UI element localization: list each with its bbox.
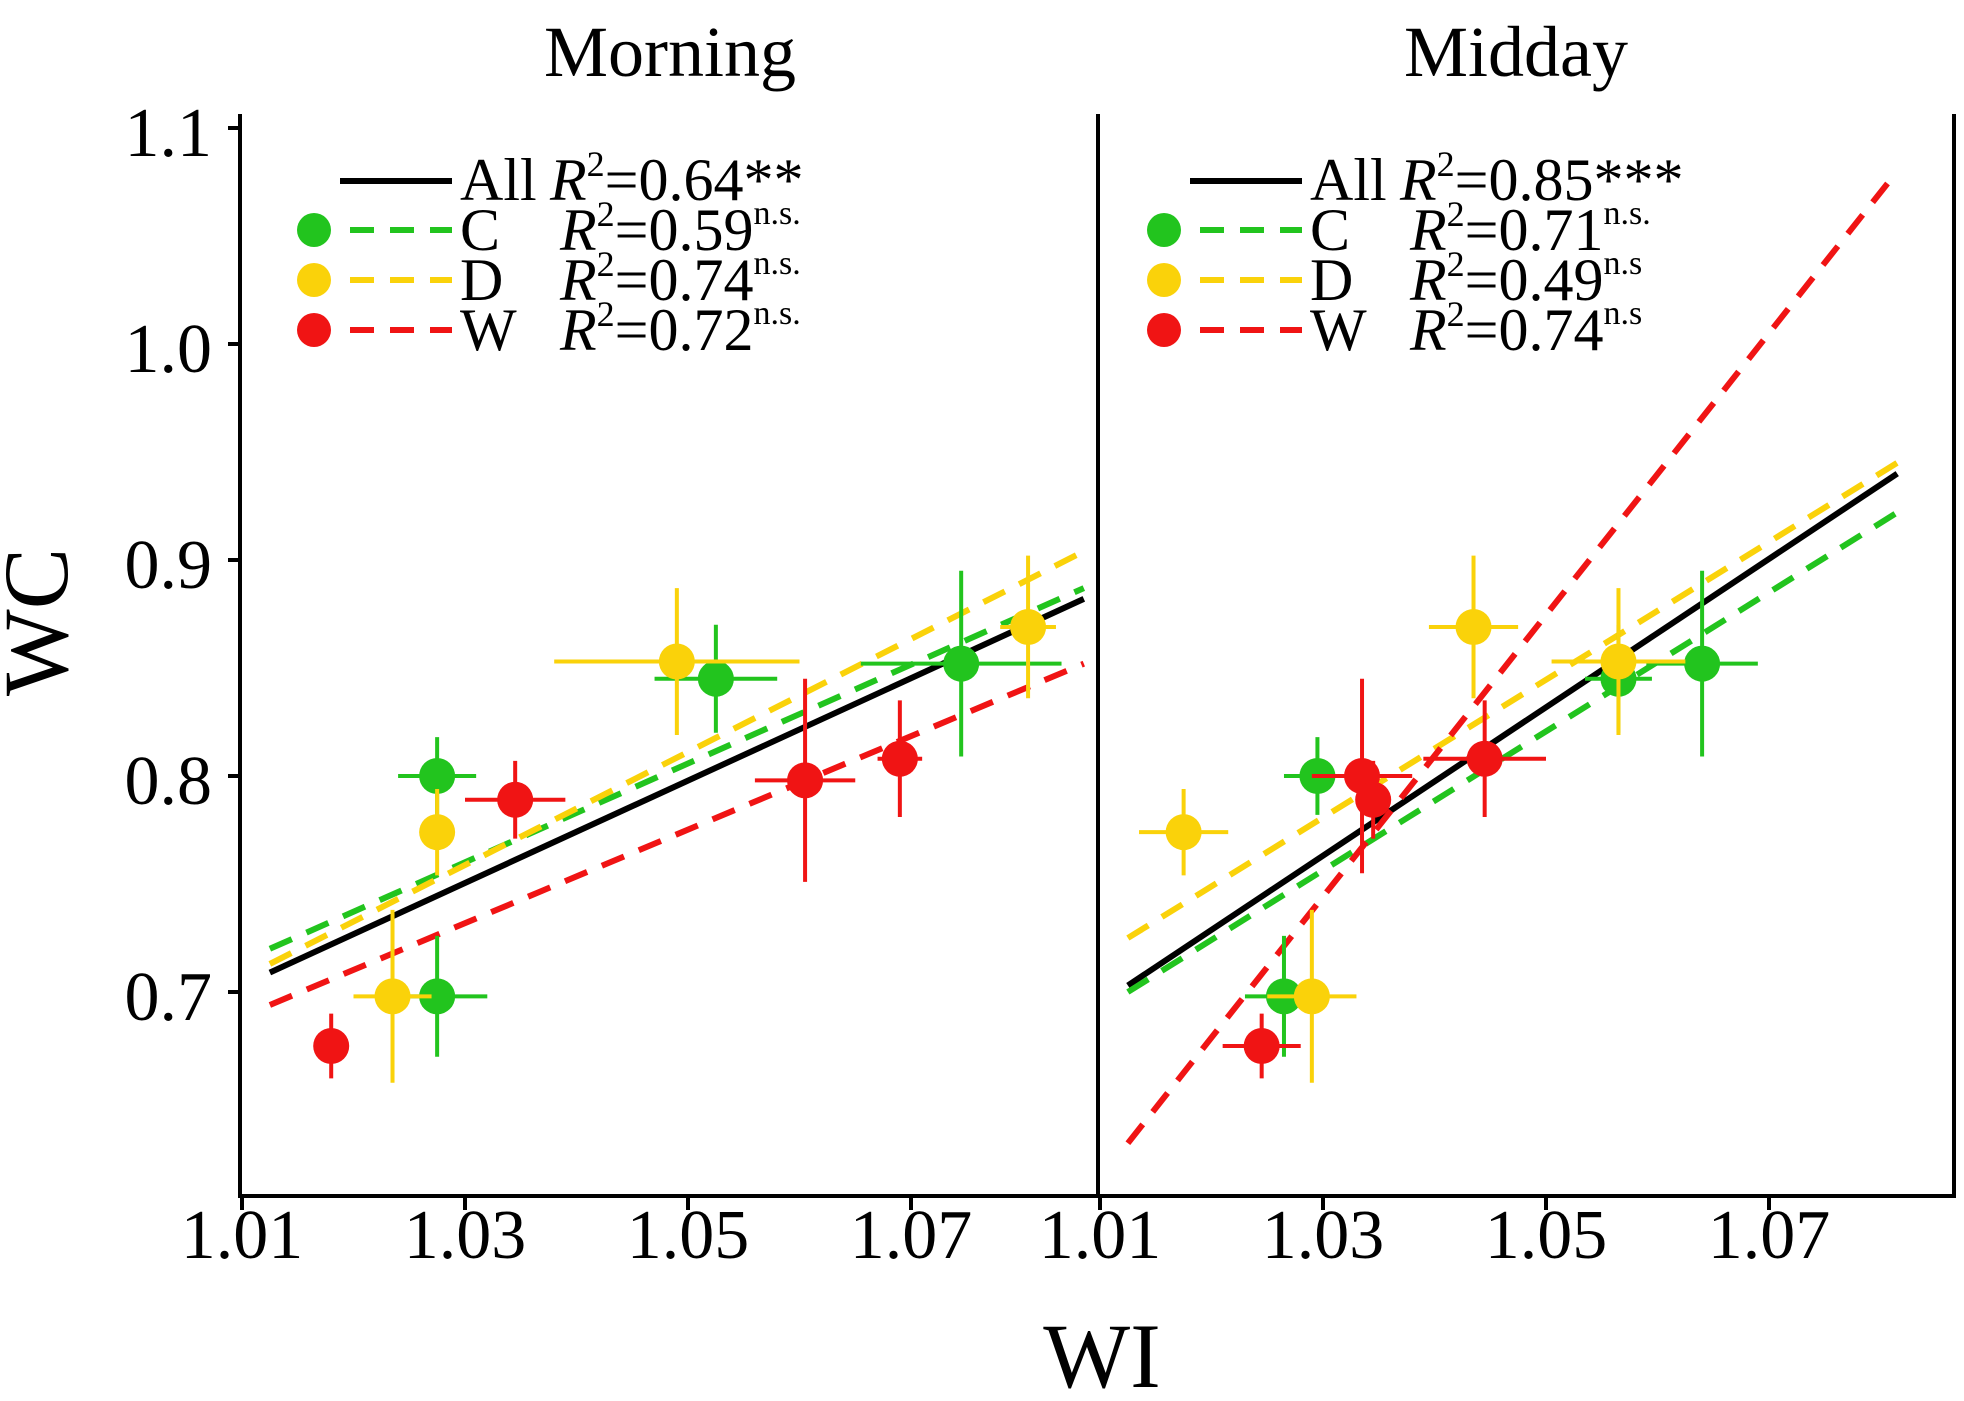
- legend-label: All: [1310, 147, 1387, 213]
- data-point-w: [787, 762, 824, 799]
- legend-label: W: [1310, 297, 1367, 363]
- data-point-w: [497, 781, 534, 818]
- data-point-c: [697, 660, 734, 697]
- legend: All R2=0.64** C R2=0.59n.s. D R2=0.74n.s. W R2=…: [297, 144, 804, 363]
- legend-r2: R2=0.64**: [549, 144, 804, 213]
- legend-label: D: [1310, 247, 1353, 313]
- legend: All R2=0.85*** C R2=0.71n.s. D R2=0.49n.s W R2=…: [1147, 144, 1684, 363]
- data-point-w: [1243, 1028, 1280, 1064]
- data-point-d: [1010, 608, 1047, 645]
- y-ticks: [228, 126, 240, 994]
- legend-r2: R2=0.72n.s.: [559, 294, 801, 363]
- legend-marker-d: [297, 263, 331, 297]
- data-point-c: [419, 758, 456, 794]
- y-tick-label: 0.8: [125, 743, 213, 820]
- data-point-d: [1455, 608, 1492, 645]
- data-point-c: [419, 978, 456, 1015]
- legend-marker-c: [1147, 213, 1181, 247]
- data-point-w: [1355, 781, 1392, 818]
- data-point-d: [374, 978, 411, 1015]
- x-ticks: [240, 1196, 1771, 1210]
- legend-label: All: [460, 147, 537, 213]
- legend-marker-c: [297, 213, 331, 247]
- data-point-d: [419, 814, 456, 851]
- regression-line-all: [1126, 471, 1899, 989]
- data-point-c: [1684, 645, 1721, 682]
- panel-title-midday: Midday: [1404, 12, 1628, 92]
- panel-title-morning: Morning: [544, 12, 796, 92]
- data-point-w: [313, 1028, 350, 1064]
- data-point-d: [1293, 978, 1330, 1015]
- data-point-w: [881, 740, 918, 777]
- regression-line-d: [268, 548, 1086, 967]
- data-point-d: [658, 643, 695, 680]
- data-point-c: [943, 645, 980, 682]
- legend-r2: R2=0.71n.s.: [1409, 194, 1651, 263]
- data-point-d: [1165, 814, 1202, 851]
- data-point-w: [1466, 740, 1503, 777]
- regression-line-d: [1126, 460, 1899, 941]
- panel-morning: All R2=0.64** C R2=0.59n.s. D R2=0.74n.s. W R2=…: [268, 144, 1086, 1083]
- panel-midday: All R2=0.85*** C R2=0.71n.s. D R2=0.49n.s W R2=…: [1125, 144, 1900, 1146]
- legend-r2: R2=0.74n.s.: [559, 244, 801, 313]
- legend-marker-w: [297, 313, 331, 347]
- regression-line-w: [1125, 169, 1900, 1146]
- legend-label: C: [1310, 197, 1350, 263]
- legend-label: C: [460, 197, 500, 263]
- legend-label: W: [460, 297, 517, 363]
- regression-line-c: [268, 585, 1086, 952]
- legend-r2: R2=0.59n.s.: [559, 194, 801, 263]
- y-tick-label: 0.9: [125, 527, 213, 604]
- data-point-d: [1600, 643, 1637, 680]
- y-tick-label: 1.0: [125, 311, 213, 388]
- regression-line-c: [1126, 509, 1899, 995]
- x-tick-labels-morning: 1.01 1.03 1.05 1.07: [181, 1197, 973, 1274]
- y-tick-labels: 0.7 0.8 0.9 1.0 1.1: [125, 95, 213, 1036]
- x-axis-label: WI: [1043, 1305, 1160, 1401]
- regression-line-w: [268, 660, 1085, 1008]
- x-tick-labels-midday: 1.01 1.03 1.05 1.07: [1039, 1197, 1831, 1274]
- legend-marker-d: [1147, 263, 1181, 297]
- y-tick-label: 1.1: [125, 95, 213, 172]
- legend-marker-w: [1147, 313, 1181, 347]
- y-axis-label: WC: [0, 548, 87, 696]
- y-tick-label: 0.7: [125, 959, 213, 1036]
- legend-r2: R2=0.74n.s: [1409, 294, 1642, 363]
- legend-r2: R2=0.49n.s: [1409, 244, 1642, 313]
- legend-r2: R2=0.85***: [1399, 144, 1684, 213]
- legend-label: D: [460, 247, 503, 313]
